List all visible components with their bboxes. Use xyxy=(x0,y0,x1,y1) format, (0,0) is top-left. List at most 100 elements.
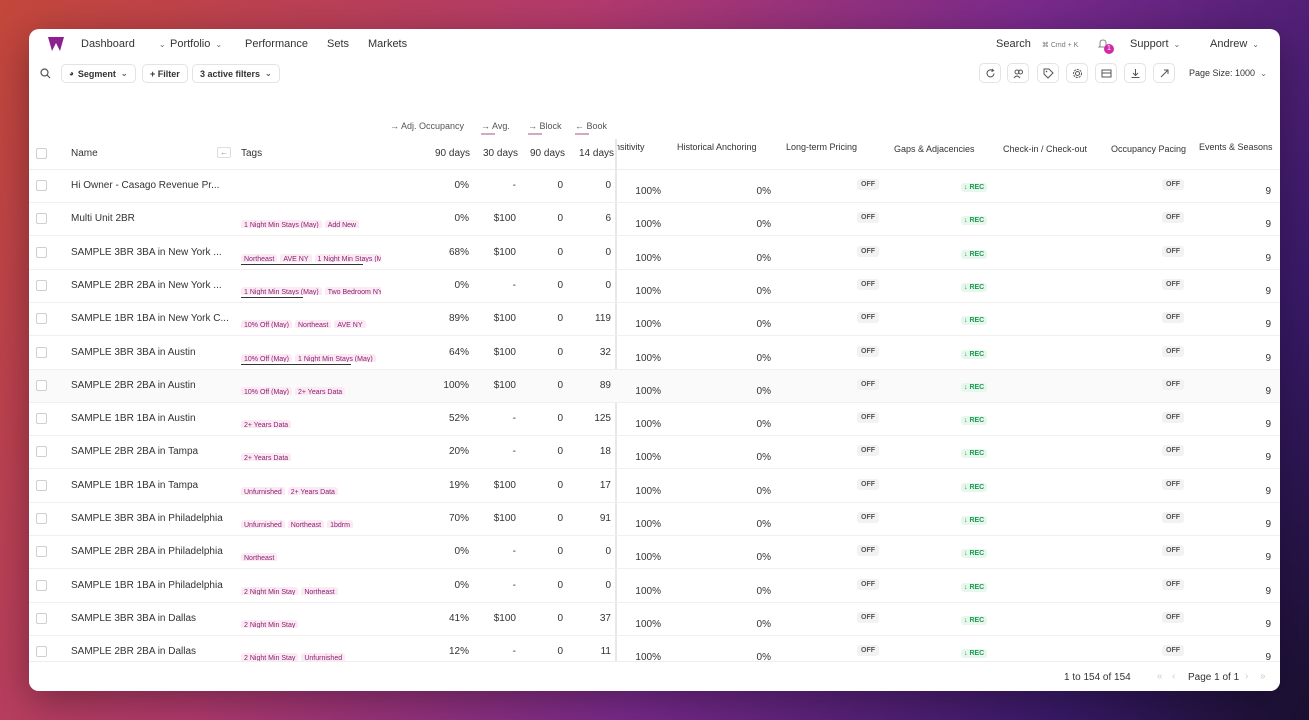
longterm-status[interactable]: OFF xyxy=(857,345,879,357)
tag-chip[interactable]: Northeast xyxy=(295,320,332,329)
table-row[interactable]: SAMPLE 1BR 1BA in Tampa Unfurnished 2+ Yea… xyxy=(29,470,1280,503)
gaps-status[interactable]: ↓ REC xyxy=(961,349,988,359)
table-row[interactable]: Hi Owner - Casago Revenue Pr... 0% - 0 0 100%… xyxy=(29,170,1280,203)
row-checkbox[interactable] xyxy=(36,546,47,558)
gaps-status[interactable]: ↓ REC xyxy=(961,216,988,226)
property-name[interactable]: SAMPLE 3BR 3BA in Dallas xyxy=(71,612,197,624)
pacing-status[interactable]: OFF xyxy=(1162,378,1184,390)
last-page-icon[interactable]: » xyxy=(1260,671,1266,682)
row-checkbox[interactable] xyxy=(36,413,47,425)
longterm-status[interactable]: OFF xyxy=(857,611,879,623)
collapse-left-icon[interactable]: ← xyxy=(217,147,231,158)
name-header[interactable]: Name xyxy=(71,148,98,159)
gaps-status[interactable]: ↓ REC xyxy=(961,249,988,259)
page-size-dropdown[interactable]: Page Size: 1000 ⌄ xyxy=(1189,68,1267,78)
pacing-status[interactable]: OFF xyxy=(1162,212,1184,224)
table-row[interactable]: SAMPLE 3BR 3BA in Philadelphia Unfurnishe… xyxy=(29,503,1280,536)
row-checkbox[interactable] xyxy=(36,346,47,358)
tag-chip[interactable]: 2+ Years Data xyxy=(295,386,346,395)
gaps-status[interactable]: ↓ REC xyxy=(961,615,988,625)
row-checkbox[interactable] xyxy=(36,213,47,225)
gaps-status[interactable]: ↓ REC xyxy=(961,282,988,292)
row-checkbox[interactable] xyxy=(36,513,47,524)
table-row[interactable]: SAMPLE 1BR 1BA in Philadelphia 2 Night Mi… xyxy=(29,570,1280,603)
property-name[interactable]: SAMPLE 2BR 2BA in Tampa xyxy=(71,446,199,458)
longterm-status[interactable]: OFF xyxy=(857,278,879,290)
search-icon[interactable] xyxy=(40,68,51,79)
table-row[interactable]: SAMPLE 3BR 3BA in New York ... Northeast A… xyxy=(29,237,1280,270)
tag-chip[interactable]: Two Bedroom NY xyxy=(324,286,381,295)
occupancy-pacing-header[interactable]: Occupancy Pacing xyxy=(1111,144,1187,154)
pacing-status[interactable]: OFF xyxy=(1162,512,1184,523)
property-name[interactable]: SAMPLE 1BR 1BA in Tampa xyxy=(71,479,199,491)
chevron-down-icon[interactable]: ⌄ xyxy=(215,40,223,49)
tag-chip[interactable]: 2+ Years Data xyxy=(241,453,292,462)
table-row[interactable]: SAMPLE 1BR 1BA in New York C... 10% Off (… xyxy=(29,303,1280,337)
active-filters-dropdown[interactable]: 3 active filters ⌄ xyxy=(192,64,280,83)
nav-item-markets[interactable]: Markets xyxy=(368,38,407,50)
user-menu[interactable]: Andrew ⌄ xyxy=(1210,38,1259,50)
checkin-checkout-header[interactable]: Check-in / Check-out xyxy=(1003,144,1088,154)
longterm-status[interactable]: OFF xyxy=(857,212,879,224)
tag-chip[interactable]: 1 Night Min Stays (May) xyxy=(295,353,376,362)
property-name[interactable]: SAMPLE 2BR 2BA in Philadelphia xyxy=(71,546,223,558)
longterm-pricing-header[interactable]: Long-term Pricing xyxy=(786,142,858,152)
tags-header[interactable]: Tags xyxy=(241,148,263,159)
table-row[interactable]: SAMPLE 2BR 2BA in Tampa 2+ Years Data 20% -… xyxy=(29,436,1280,470)
table-row[interactable]: SAMPLE 2BR 2BA in New York ... 1 Night Mi… xyxy=(29,270,1280,303)
property-name[interactable]: SAMPLE 3BR 3BA in Philadelphia xyxy=(71,513,223,524)
gaps-status[interactable]: ↓ REC xyxy=(961,183,988,192)
longterm-status[interactable]: OFF xyxy=(857,545,879,557)
prev-page-icon[interactable]: ‹ xyxy=(1172,671,1176,682)
tag-chip[interactable]: 1bdrm xyxy=(327,520,353,528)
bell-icon[interactable] xyxy=(1097,38,1109,50)
tag-chip[interactable]: 10% Off (May) xyxy=(241,320,292,329)
settings-button[interactable] xyxy=(1066,63,1088,83)
pacing-status[interactable]: OFF xyxy=(1162,245,1184,257)
historical-anchoring-header[interactable]: Historical Anchoring xyxy=(677,142,757,152)
property-name[interactable]: SAMPLE 3BR 3BA in New York ... xyxy=(71,246,222,258)
tag-button[interactable] xyxy=(1037,63,1059,83)
property-name[interactable]: SAMPLE 1BR 1BA in Austin xyxy=(71,413,196,425)
tag-chip[interactable]: 1 Night Min Stays (May) xyxy=(314,253,381,262)
gaps-status[interactable]: ↓ REC xyxy=(961,316,988,326)
gaps-adjacencies-header[interactable]: Gaps & Adjacencies xyxy=(894,144,975,154)
tag-chip[interactable]: Unfurnished xyxy=(241,486,285,495)
tag-chip[interactable]: 1 Night Min Stays (May) xyxy=(241,220,322,229)
row-checkbox[interactable] xyxy=(36,579,47,591)
table-row[interactable]: SAMPLE 3BR 3BA in Dallas 2 Night Min Stay… xyxy=(29,603,1280,636)
tag-chip[interactable]: 2 Night Min Stay xyxy=(241,619,299,628)
pacing-status[interactable]: OFF xyxy=(1162,312,1184,324)
filter-button[interactable]: + Filter xyxy=(142,64,188,83)
pacing-status[interactable]: OFF xyxy=(1162,179,1184,190)
gaps-status[interactable]: ↓ REC xyxy=(961,382,988,392)
pacing-status[interactable]: OFF xyxy=(1162,445,1184,457)
column-group-header[interactable]: → Adj. Occupancy xyxy=(390,121,465,131)
columns-button[interactable] xyxy=(1095,63,1117,83)
gaps-status[interactable]: ↓ REC xyxy=(961,516,988,525)
row-checkbox[interactable] xyxy=(36,646,47,658)
property-name[interactable]: SAMPLE 2BR 2BA in Dallas xyxy=(71,646,197,658)
nav-item-dashboard[interactable]: Dashboard ⌄ xyxy=(81,38,166,50)
tag-chip[interactable]: Northeast xyxy=(287,520,325,528)
pacing-status[interactable]: OFF xyxy=(1162,578,1184,590)
share-button[interactable] xyxy=(1153,63,1175,83)
chevron-down-icon[interactable]: ⌄ xyxy=(158,40,166,49)
row-checkbox[interactable] xyxy=(36,279,47,291)
column-group-header[interactable]: → Avg. xyxy=(481,121,510,131)
longterm-status[interactable]: OFF xyxy=(857,478,879,490)
pacing-status[interactable]: OFF xyxy=(1162,478,1184,490)
tag-chip[interactable]: Unfurnished xyxy=(241,520,285,528)
pacing-status[interactable]: OFF xyxy=(1162,545,1184,557)
users-button[interactable] xyxy=(1007,63,1029,83)
gaps-status[interactable]: ↓ REC xyxy=(961,649,988,659)
tag-chip[interactable]: 2+ Years Data xyxy=(241,420,292,429)
tag-chip[interactable]: Northeast xyxy=(301,586,338,595)
table-row[interactable]: SAMPLE 1BR 1BA in Austin 2+ Years Data 52%… xyxy=(29,403,1280,437)
sensitivity-header[interactable]: nsitivity xyxy=(615,142,645,152)
book-14-header[interactable]: 14 days xyxy=(579,148,615,159)
longterm-status[interactable]: OFF xyxy=(857,378,879,390)
column-group-header[interactable]: → Block xyxy=(528,121,562,131)
search-button[interactable]: Search ⌘ Cmd + K xyxy=(996,38,1078,50)
tag-chip[interactable]: Northeast xyxy=(241,553,278,562)
